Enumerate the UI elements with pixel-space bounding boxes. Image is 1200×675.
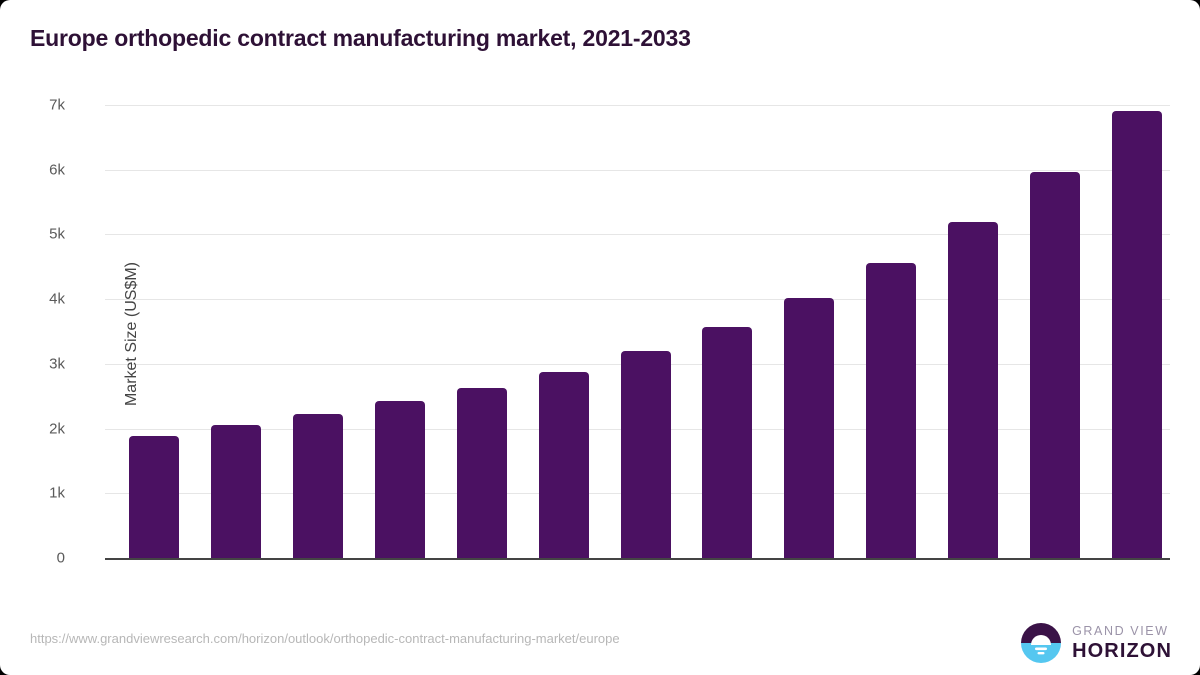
- bar-2030[interactable]: [866, 262, 917, 558]
- bar-2031[interactable]: [948, 222, 999, 558]
- gridline: [105, 299, 1170, 301]
- x-axis-tick-label: 2023: [278, 673, 358, 675]
- y-axis-tick-label: 2k: [49, 420, 65, 438]
- gridline: [105, 105, 1170, 106]
- x-axis-tick-label: 2033: [1097, 673, 1177, 675]
- x-axis-tick-label: 2029: [769, 673, 849, 675]
- x-axis-tick-label: 2025: [442, 673, 522, 675]
- x-axis-tick-label: 2027: [606, 673, 686, 675]
- y-axis-tick-label: 5k: [49, 225, 65, 243]
- x-axis-tick-label: 2021: [114, 673, 194, 675]
- grand-view-horizon-mark-icon: [1021, 623, 1062, 663]
- logo-line-2: HORIZON: [1072, 639, 1172, 662]
- bar-2032[interactable]: [1030, 171, 1081, 558]
- bar-2023[interactable]: [292, 414, 343, 558]
- bar-2028[interactable]: [702, 326, 753, 558]
- logo-line-1: GRAND VIEW: [1072, 624, 1169, 639]
- y-axis-tick-label: 4k: [49, 290, 65, 308]
- y-axis-tick-label: 6k: [49, 161, 65, 179]
- bar-2025[interactable]: [456, 387, 507, 558]
- bar-2021[interactable]: [128, 435, 179, 558]
- y-axis-tick-label: 7k: [49, 96, 65, 114]
- x-axis-tick-label: 2022: [196, 673, 276, 675]
- x-axis-tick-label: 2030: [851, 673, 931, 675]
- bar-2033[interactable]: [1112, 110, 1163, 558]
- y-axis-tick-label: 3k: [49, 355, 65, 373]
- bar-2026[interactable]: [538, 371, 589, 558]
- x-axis-tick-label: 2028: [687, 673, 767, 675]
- bar-2029[interactable]: [784, 297, 835, 558]
- logo-wordmark: GRAND VIEW HORIZON: [1072, 625, 1172, 661]
- x-axis-line: [105, 558, 1170, 560]
- y-axis-tick-label: 0: [56, 549, 65, 567]
- gridline: [105, 169, 1170, 171]
- bar-2022[interactable]: [210, 425, 261, 558]
- x-axis-tick-label: 2024: [360, 673, 440, 675]
- source-url[interactable]: https://www.grandviewresearch.com/horizo…: [30, 631, 620, 646]
- y-axis-tick-label: 1k: [49, 484, 65, 502]
- bar-2027[interactable]: [620, 350, 671, 558]
- brand-logo: GRAND VIEW HORIZON: [1019, 618, 1172, 668]
- x-axis-tick-label: 2032: [1015, 673, 1095, 675]
- bar-2024[interactable]: [374, 401, 425, 558]
- x-axis-tick-label: 2031: [933, 673, 1013, 675]
- gridline: [105, 234, 1170, 236]
- x-axis-tick-label: 2026: [524, 673, 604, 675]
- page-title: Europe orthopedic contract manufacturing…: [30, 25, 691, 51]
